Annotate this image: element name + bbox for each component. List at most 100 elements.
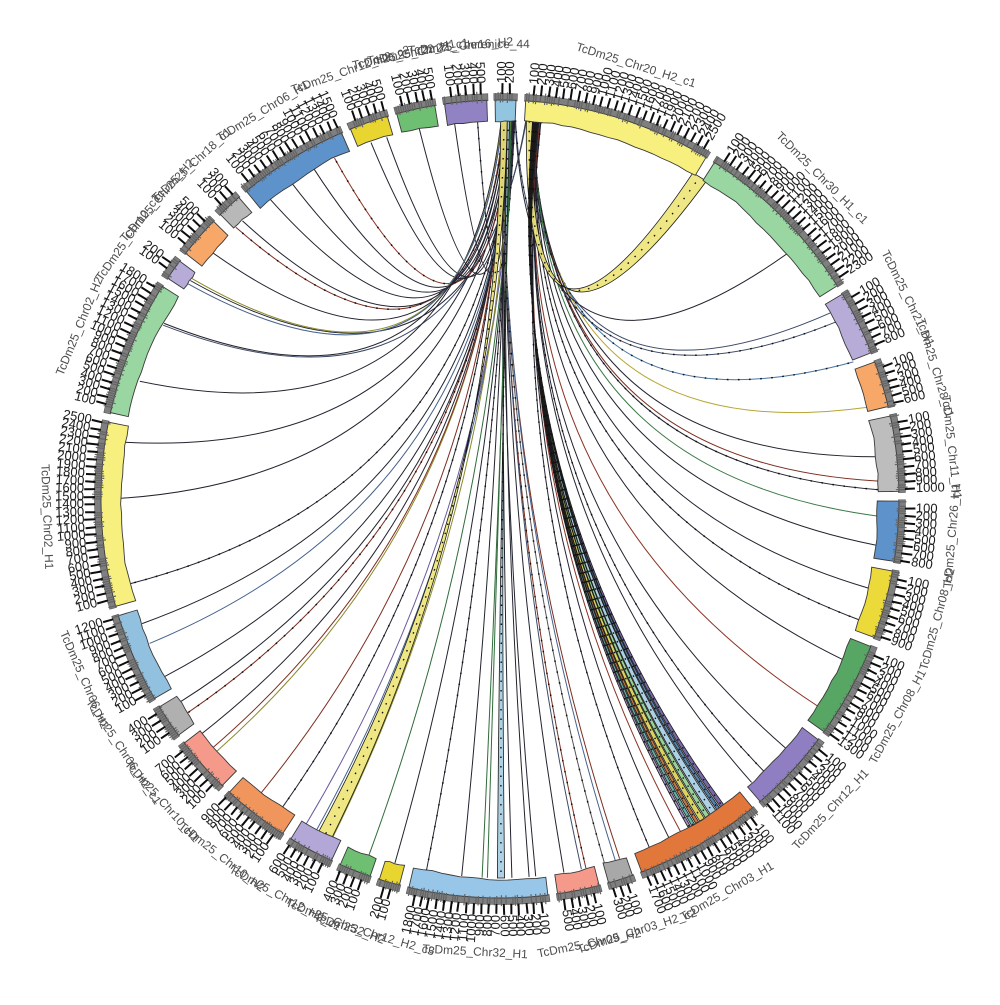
svg-text:400: 400 — [549, 64, 567, 88]
svg-text:900: 900 — [587, 71, 607, 96]
svg-text:500: 500 — [81, 357, 106, 378]
svg-text:400: 400 — [911, 432, 935, 450]
svg-text:200: 200 — [893, 355, 918, 376]
svg-text:1000: 1000 — [56, 527, 86, 544]
svg-text:500: 500 — [505, 915, 521, 937]
svg-text:300: 300 — [574, 905, 593, 929]
svg-text:200: 200 — [335, 884, 357, 910]
svg-text:100: 100 — [907, 408, 931, 427]
svg-text:100: 100 — [590, 902, 610, 927]
svg-text:200: 200 — [908, 416, 932, 435]
svg-text:300: 300 — [77, 372, 102, 392]
svg-text:300: 300 — [610, 896, 630, 921]
svg-text:100: 100 — [338, 87, 360, 113]
svg-text:300: 300 — [71, 580, 95, 599]
svg-text:200: 200 — [915, 508, 937, 524]
svg-text:800: 800 — [892, 625, 917, 646]
svg-text:2000: 2000 — [57, 447, 87, 465]
svg-text:1100: 1100 — [455, 913, 472, 942]
svg-text:900: 900 — [64, 535, 87, 552]
svg-text:200: 200 — [617, 894, 638, 919]
svg-text:1400: 1400 — [55, 496, 84, 511]
svg-text:600: 600 — [564, 66, 583, 90]
svg-text:500: 500 — [420, 66, 438, 90]
svg-text:500: 500 — [913, 531, 936, 548]
svg-text:600: 600 — [913, 448, 936, 465]
svg-text:berenice_44: berenice_44 — [464, 37, 530, 51]
svg-text:2300: 2300 — [59, 423, 90, 442]
svg-text:600: 600 — [902, 387, 927, 407]
svg-text:300: 300 — [910, 423, 934, 441]
svg-text:700: 700 — [86, 342, 112, 363]
svg-text:200: 200 — [449, 63, 466, 86]
svg-text:900: 900 — [87, 636, 113, 658]
svg-text:400: 400 — [69, 572, 93, 591]
svg-text:1900: 1900 — [56, 455, 86, 472]
svg-text:1300: 1300 — [439, 911, 457, 941]
svg-text:300: 300 — [353, 82, 374, 107]
svg-text:200: 200 — [345, 85, 366, 111]
svg-text:400: 400 — [901, 596, 926, 616]
svg-text:100: 100 — [74, 595, 99, 615]
svg-text:200: 200 — [905, 581, 929, 600]
svg-text:700: 700 — [911, 546, 935, 564]
svg-text:200: 200 — [528, 913, 545, 936]
svg-text:200: 200 — [396, 70, 415, 95]
svg-text:2500: 2500 — [62, 406, 93, 426]
svg-text:1200: 1200 — [55, 511, 85, 527]
svg-text:TcDm25_Chr02_H1: TcDm25_Chr02_H1 — [38, 464, 56, 570]
svg-text:1300: 1300 — [55, 504, 84, 520]
svg-text:600: 600 — [67, 558, 91, 576]
svg-text:400: 400 — [567, 907, 586, 931]
svg-text:200: 200 — [72, 588, 97, 608]
svg-text:1400: 1400 — [430, 910, 449, 941]
svg-text:800: 800 — [915, 464, 938, 480]
svg-text:200: 200 — [502, 61, 518, 83]
svg-text:1500: 1500 — [55, 488, 84, 503]
svg-text:2400: 2400 — [61, 415, 92, 435]
svg-text:600: 600 — [896, 611, 921, 632]
svg-text:600: 600 — [497, 915, 512, 937]
svg-text:400: 400 — [513, 914, 529, 936]
svg-text:700: 700 — [894, 618, 919, 639]
svg-text:1800: 1800 — [56, 463, 86, 480]
svg-text:100: 100 — [526, 62, 543, 85]
svg-text:400: 400 — [360, 80, 381, 105]
svg-text:500: 500 — [68, 565, 92, 584]
svg-text:600: 600 — [912, 539, 935, 556]
svg-text:200: 200 — [75, 381, 100, 401]
svg-text:400: 400 — [412, 67, 431, 91]
svg-text:500: 500 — [556, 65, 574, 89]
svg-text:1700: 1700 — [55, 472, 85, 488]
svg-text:100: 100 — [388, 72, 408, 97]
svg-text:700: 700 — [914, 456, 937, 473]
svg-text:900: 900 — [889, 633, 915, 654]
svg-text:1100: 1100 — [57, 519, 86, 536]
svg-text:100: 100 — [342, 887, 364, 913]
svg-text:300: 300 — [896, 364, 921, 385]
svg-text:200: 200 — [366, 895, 387, 920]
svg-text:100: 100 — [890, 348, 915, 369]
svg-text:900: 900 — [915, 472, 937, 488]
svg-text:100: 100 — [441, 63, 458, 86]
svg-text:700: 700 — [66, 550, 90, 568]
svg-text:800: 800 — [910, 554, 934, 572]
svg-text:100: 100 — [536, 912, 553, 935]
svg-text:100: 100 — [625, 891, 646, 916]
svg-text:700: 700 — [488, 915, 503, 937]
svg-text:300: 300 — [404, 69, 423, 93]
svg-text:1600: 1600 — [413, 907, 433, 938]
svg-text:300: 300 — [542, 63, 559, 86]
svg-text:600: 600 — [84, 350, 109, 371]
svg-text:100: 100 — [494, 61, 509, 83]
svg-text:100: 100 — [373, 897, 393, 922]
svg-text:2100: 2100 — [57, 439, 87, 457]
svg-text:1000: 1000 — [463, 914, 480, 944]
svg-text:800: 800 — [89, 334, 115, 356]
svg-text:500: 500 — [899, 603, 924, 623]
svg-text:400: 400 — [898, 371, 923, 391]
svg-text:1000: 1000 — [594, 66, 616, 98]
svg-text:100: 100 — [73, 388, 98, 408]
svg-text:1800: 1800 — [398, 904, 419, 935]
svg-text:1700: 1700 — [406, 906, 426, 937]
